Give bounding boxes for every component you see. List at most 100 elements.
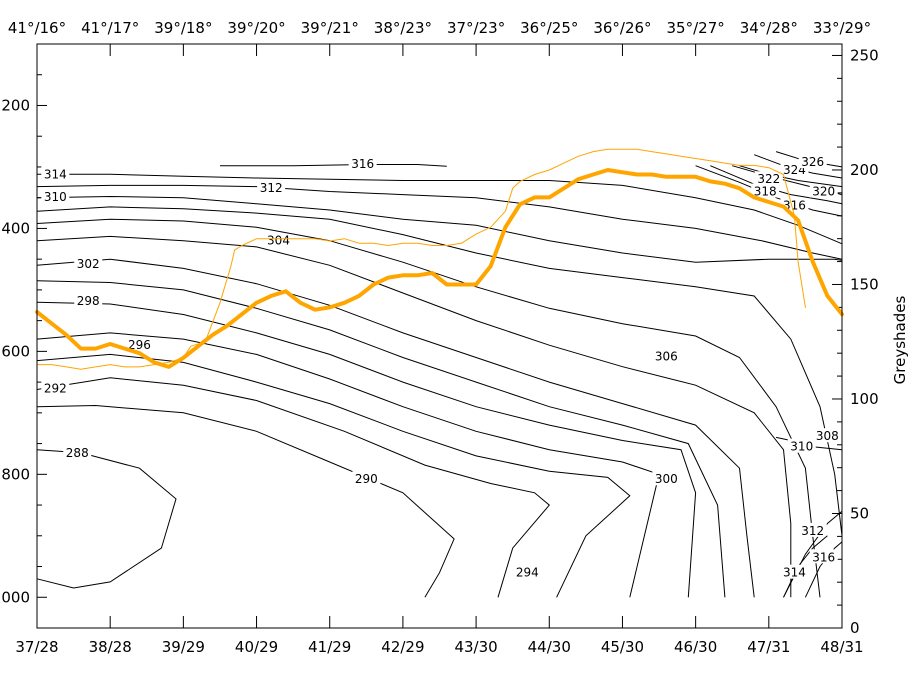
top-tick-label: 36°/26° — [593, 19, 651, 37]
isentrope-contours: 2882902922942962983003023043063083103123… — [36, 151, 843, 598]
top-tick-label: 34°/28° — [740, 19, 798, 37]
isentrope-line — [739, 165, 843, 188]
right-tick-label: 0 — [850, 619, 860, 637]
top-tick-label: 36°/25° — [520, 19, 578, 37]
isentrope-line — [36, 404, 455, 598]
isentrope-line — [36, 449, 177, 589]
isentrope-line — [36, 332, 660, 598]
top-tick-label: 39°/21° — [301, 19, 359, 37]
contour-label-bg — [264, 232, 293, 247]
contour-label: 310 — [790, 440, 813, 454]
right-tick-label: 100 — [850, 390, 879, 408]
isentrope-line — [36, 235, 792, 598]
top-axis-ticks: 41°/16° 41°/17° 39°/18° 39°/20° 39°/21° 38°/2… — [8, 19, 871, 56]
top-tick-label: 35°/27° — [667, 19, 725, 37]
contour-label-bg — [787, 438, 816, 453]
contour-label: 312 — [260, 181, 283, 195]
top-tick-label: 33°/29° — [813, 19, 871, 37]
bottom-axis-ticks: 37/28 38/28 39/29 40/29 41/29 42/29 43/30 44/30… — [15, 616, 864, 656]
isentrope-line — [37, 173, 843, 245]
right-tick-label: 150 — [850, 275, 879, 293]
isentrope-line — [710, 165, 843, 205]
contour-label: 314 — [44, 167, 67, 181]
top-tick-label: 39°/20° — [227, 19, 285, 37]
contour-label: 318 — [754, 185, 777, 199]
contour-label-bg — [63, 444, 92, 459]
bottom-tick-label: 48/31 — [820, 638, 863, 656]
isentrope-line — [36, 377, 551, 598]
left-axis-ticks: 200 400 600 800 1000 — [0, 43, 47, 629]
contour-label-bg — [798, 522, 827, 537]
isentrope-line — [36, 218, 821, 598]
top-tick-label: 41°/16° — [8, 19, 66, 37]
bottom-tick-label: 39/29 — [162, 638, 205, 656]
isentrope-line — [783, 535, 828, 598]
contour-label: 312 — [801, 524, 824, 538]
left-tick-label: 600 — [1, 342, 30, 360]
contour-label: 304 — [267, 234, 290, 248]
bottom-tick-label: 47/31 — [747, 638, 790, 656]
contour-label: 316 — [812, 550, 835, 564]
contour-label: 316 — [351, 157, 374, 171]
right-tick-label: 250 — [850, 46, 879, 64]
contour-label-bg — [754, 171, 783, 186]
contour-label-bg — [125, 337, 154, 352]
contour-label-bg — [809, 183, 838, 198]
contour-label-bg — [780, 564, 809, 579]
bottom-tick-label: 40/29 — [235, 638, 278, 656]
contour-label-bg — [652, 348, 681, 363]
bottom-tick-label: 37/28 — [15, 638, 58, 656]
contour-label-bg — [41, 380, 70, 395]
contour-label: 320 — [812, 185, 835, 199]
isentrope-line — [36, 184, 843, 260]
contour-label: 308 — [816, 429, 839, 443]
top-tick-label: 41°/17° — [81, 19, 139, 37]
contour-label: 298 — [77, 294, 100, 308]
greyshade-line-thin — [36, 148, 806, 370]
greyshade-line-thick — [35, 168, 844, 369]
bottom-tick-label: 46/30 — [674, 638, 717, 656]
bottom-tick-label: 41/29 — [308, 638, 351, 656]
right-tick-label: 50 — [850, 504, 869, 522]
contour-label-bg — [513, 564, 542, 579]
bottom-tick-label: 44/30 — [528, 638, 571, 656]
contour-label: 290 — [355, 472, 378, 486]
contour-label-bg — [257, 179, 286, 194]
bottom-tick-label: 38/28 — [89, 638, 132, 656]
contour-label-bg — [813, 428, 842, 443]
contour-label: 322 — [757, 172, 780, 186]
contour-label: 288 — [66, 446, 89, 460]
contour-label-bg — [74, 292, 103, 307]
plot-frame — [36, 43, 843, 629]
right-axis-label: Greyshades — [891, 295, 909, 384]
contour-label-bg — [352, 471, 381, 486]
top-tick-label: 38°/23° — [374, 19, 432, 37]
contour-label-bg — [751, 183, 780, 198]
contour-label: 314 — [783, 566, 806, 580]
contour-label-bg — [652, 471, 681, 486]
isentrope-line — [36, 353, 631, 598]
isentrope-line — [220, 164, 447, 167]
contour-label-bg — [41, 166, 70, 181]
contour-label: 310 — [44, 190, 67, 204]
right-tick-label: 200 — [850, 161, 879, 179]
contour-label: 300 — [655, 472, 678, 486]
right-axis-ticks: 0 50 100 150 200 250 — [832, 46, 879, 637]
contour-label-bg — [74, 256, 103, 271]
isentrope-line — [36, 206, 843, 536]
bottom-tick-label: 42/29 — [381, 638, 424, 656]
bottom-tick-label: 45/30 — [601, 638, 644, 656]
bottom-tick-label: 43/30 — [454, 638, 497, 656]
contour-label: 306 — [655, 349, 678, 363]
contour-label: 302 — [77, 257, 100, 271]
left-tick-label: 1000 — [0, 588, 30, 606]
top-tick-label: 37°/23° — [447, 19, 505, 37]
isentrope-line — [36, 195, 843, 263]
greyshade-series — [35, 148, 844, 370]
contour-label: 294 — [516, 566, 539, 580]
isentrope-line — [36, 280, 726, 598]
contour-label-bg — [809, 549, 838, 564]
contour-label: 326 — [801, 155, 824, 169]
contour-label-bg — [348, 155, 377, 170]
